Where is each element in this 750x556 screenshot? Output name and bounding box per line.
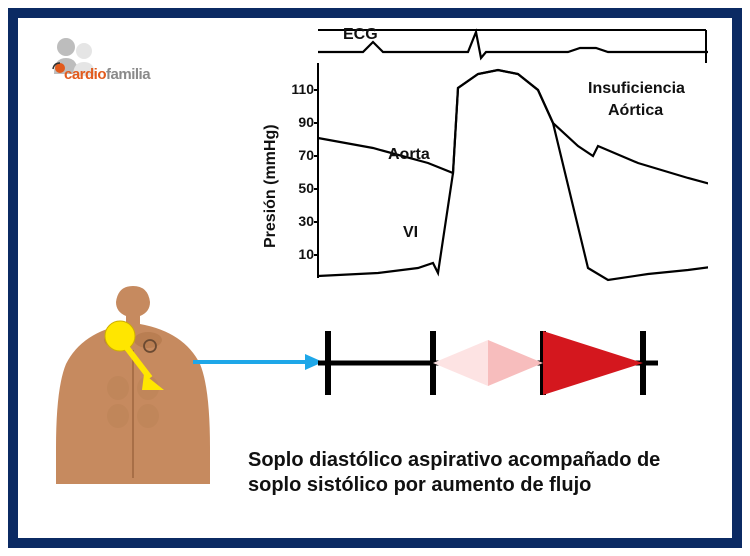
diagnosis-line1: Insuficiencia <box>588 80 685 98</box>
pressure-chart: Presión (mmHg) 110 90 70 50 30 10 ECG Ao… <box>268 28 708 298</box>
brand-part1: cardio <box>64 66 106 83</box>
brand-text: cardiofamilia <box>64 66 150 83</box>
ecg-label: ECG <box>343 26 378 44</box>
diagnosis-line2: Aórtica <box>608 102 663 120</box>
ytick-70: 70 <box>282 147 314 163</box>
ytick-110: 110 <box>282 81 314 97</box>
caption-line2: soplo sistólico por aumento de flujo <box>248 474 591 496</box>
diastolic-murmur <box>543 331 643 395</box>
y-axis-label: Presión (mmHg) <box>262 124 280 248</box>
chart-svg <box>268 28 708 298</box>
brand-logo: cardiofamilia <box>40 36 190 94</box>
systolic-murmur-right <box>488 340 543 386</box>
caption: Soplo diastólico aspirativo acompañado d… <box>248 448 718 498</box>
brand-part2: familia <box>106 66 150 83</box>
ytick-90: 90 <box>282 114 314 130</box>
murmur-diagram <box>318 318 658 408</box>
vi-label: VI <box>403 224 418 242</box>
caption-line1: Soplo diastólico aspirativo acompañado d… <box>248 449 660 471</box>
ytick-50: 50 <box>282 180 314 196</box>
systolic-murmur-left <box>433 340 488 386</box>
arrow-right-icon <box>193 354 323 370</box>
ytick-30: 30 <box>282 213 314 229</box>
auscultation-marker-icon <box>105 321 135 351</box>
aorta-label: Aorta <box>388 146 430 164</box>
ytick-10: 10 <box>282 246 314 262</box>
torso-illustration <box>48 278 218 488</box>
